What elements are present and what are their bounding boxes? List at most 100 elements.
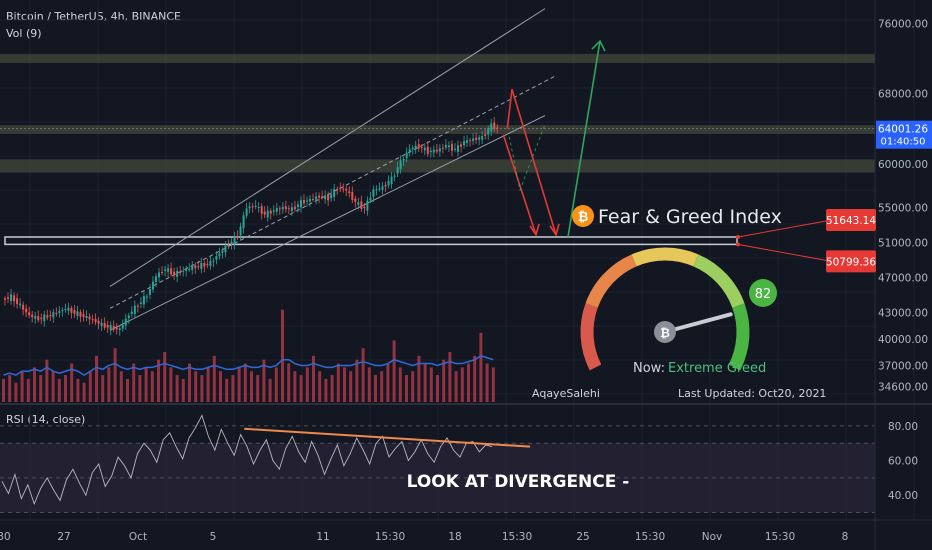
resistance-zone [0,54,875,63]
volume-bar [485,363,489,402]
time-tick: Nov [702,531,723,543]
volume-bar [361,348,365,402]
candle-body [296,204,299,208]
candle-body [299,200,302,208]
volume-bar [45,359,49,402]
volume-bar [237,367,241,402]
volume-bar [219,371,222,402]
candle-body [173,271,176,275]
volume-bar [163,352,167,402]
candle-body [487,128,490,135]
gauge-needle [663,312,733,334]
volume-bar [281,309,284,402]
candle-body [360,201,363,209]
volume-bar [262,359,266,402]
volume-bar [26,378,30,402]
status-value: Extreme Greed [668,361,766,376]
candle-body [121,325,124,329]
label-leader [737,243,827,261]
rsi-tick: 40.00 [888,490,918,502]
volume-bar [70,363,74,402]
candle-body [109,325,112,330]
volume-bar [448,352,452,402]
volume-bar [119,371,123,402]
candle-body [100,322,103,326]
price-tick: 55000.00 [878,203,928,215]
candle-body [396,167,399,174]
volume-bar [442,359,446,402]
trend-channel [0,8,875,331]
candle-body [136,305,139,307]
candle-body [287,208,290,210]
time-tick: 15:30 [765,531,795,543]
candle-body [58,311,61,313]
candle-body [463,141,466,146]
author-name: AqayeSalehi [532,387,600,400]
support-zone [4,236,738,246]
price-tick: 68000.00 [878,89,928,101]
time-tick: 27 [57,531,70,543]
channel-upper [109,8,546,287]
upper-price-tag [826,208,876,231]
candle-body [330,194,333,199]
candle-body [61,310,64,312]
candle-body [272,210,275,212]
candle-body [378,188,381,190]
candle-body [194,265,197,269]
lower-price-label: 50799.36 [826,256,876,268]
lower-price-tag [826,250,876,273]
candle-body [381,186,384,190]
candle-body [79,312,82,317]
volume-bar [250,371,253,402]
gauge-segment [693,254,745,308]
price-labels: 51643.14 50799.36 [736,208,876,273]
volume-bar [491,367,495,402]
rsi-pane [0,414,875,514]
time-tick: 15:30 [502,531,532,543]
candle-body [224,245,227,253]
candle-body [469,140,472,142]
candle-body [318,195,321,198]
volume-bar [212,355,216,402]
candle-body [130,311,133,314]
candle-body [450,143,453,151]
arrow-head [591,39,606,52]
candle-body [481,136,484,140]
candle-body [40,317,43,320]
volume-bar [150,371,154,402]
volume-ma [3,355,494,376]
volume-bar [398,367,402,402]
candle-body [233,236,236,245]
price-tick: 43000.00 [878,308,928,320]
volume-bar [200,375,204,402]
candle-body [405,152,408,159]
candle-body [384,184,387,187]
volume-bar [312,355,315,402]
volume-bar [157,359,160,402]
volume-bar [101,375,105,402]
candle-body [4,298,6,300]
time-tick: 15:30 [635,531,665,543]
candle-body [25,308,28,313]
volume-bar [8,375,12,402]
volume-bar [467,363,470,402]
price-tick: 51000.00 [878,238,928,250]
volume-indicator-label: Vol (9) [6,27,42,40]
candle-body [372,189,375,197]
gauge-segment [585,254,637,308]
candle-body [363,206,366,209]
candle-body [251,206,254,208]
candle-body [426,146,429,154]
candle-body [390,176,393,185]
gauge-segment [631,247,699,267]
candle-body [215,256,218,260]
candle-body [148,289,151,295]
candle-body [161,272,164,274]
candle-body [170,268,173,275]
candle-body [124,318,127,326]
candle-body [357,202,360,205]
rsi-indicator-label: RSI (14, close) [6,413,86,426]
candle-body [257,206,260,208]
